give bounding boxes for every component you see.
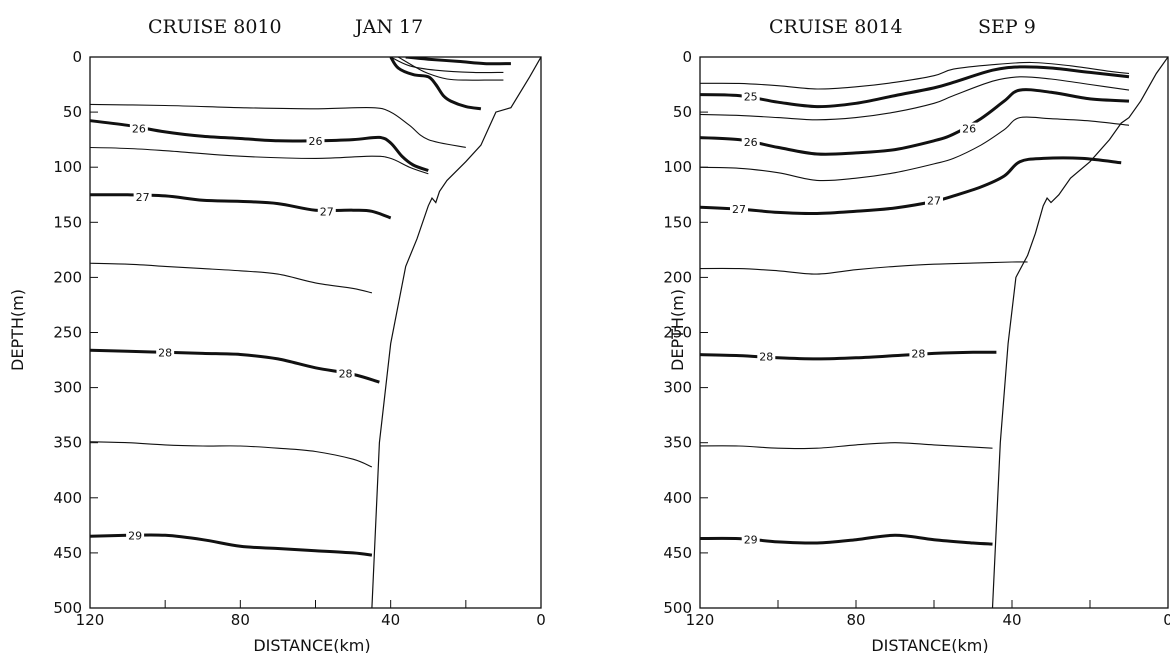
- left-y-tick-label: 200: [53, 268, 82, 286]
- left-panel: CRUISE 8010 JAN 17 DISTANCE(km) DEPTH(m)…: [8, 16, 546, 653]
- right-contour-label-bg: [741, 533, 760, 546]
- left-shelf-isopycnal: [390, 57, 504, 74]
- right-y-tick-label: 0: [682, 48, 692, 66]
- right-isopycnal-27-5: [700, 261, 1028, 275]
- right-y-tick-label: 400: [663, 489, 692, 507]
- left-contour-label: 27: [320, 205, 334, 218]
- left-isopycnal-28-5: [90, 441, 373, 468]
- right-x-tick-label: 0: [1163, 611, 1170, 629]
- left-contour-label-bg: [336, 367, 355, 380]
- right-contour-label-bg: [960, 122, 979, 135]
- right-contour-label-bg: [925, 194, 943, 207]
- left-x-tick-label: 40: [381, 611, 400, 629]
- left-y-tick-label: 450: [53, 544, 82, 562]
- left-contour-label: 29: [128, 529, 142, 542]
- right-y-tick-label: 200: [663, 268, 692, 286]
- left-contour-label: 26: [309, 135, 323, 148]
- left-y-axis-label: DEPTH(m): [8, 289, 27, 371]
- right-y-tick-label: 450: [663, 544, 692, 562]
- right-isopycnal-26: [700, 88, 1130, 156]
- left-isopycnal-29: [90, 533, 373, 557]
- left-y-tick-label: 100: [53, 158, 82, 176]
- left-contour-label: 28: [158, 346, 172, 359]
- right-isopycnal-25-5: [700, 76, 1130, 121]
- left-isopycnal-25-5: [90, 103, 466, 148]
- right-contour-label: 26: [962, 123, 976, 136]
- right-contour-label: 27: [927, 194, 941, 207]
- left-x-tick-label: 120: [76, 611, 105, 629]
- right-isopycnal-28-5: [700, 442, 993, 450]
- right-plot-area: 25 26 26 27 27 28 28 29: [700, 57, 1168, 608]
- right-x-tick-label: 40: [1002, 611, 1021, 629]
- right-y-tick-label: 150: [663, 213, 692, 231]
- left-isopycnal-28: [90, 348, 380, 384]
- right-contour-label: 28: [759, 351, 773, 364]
- left-contour-label-bg: [306, 134, 325, 147]
- right-y-tick-label: 50: [673, 103, 692, 121]
- left-x-tick-label: 0: [536, 611, 546, 629]
- left-contour-label-bg: [129, 122, 148, 135]
- left-x-axis-label: DISTANCE(km): [253, 636, 370, 653]
- left-y-tick-label: 50: [63, 103, 82, 121]
- right-y-tick-label: 250: [663, 324, 692, 342]
- right-x-tick-label: 80: [846, 611, 865, 629]
- left-contour-label: 26: [132, 123, 146, 136]
- right-x-axis-label: DISTANCE(km): [871, 636, 988, 653]
- right-contour-label: 26: [744, 136, 758, 149]
- right-contour-label: 27: [732, 203, 746, 216]
- left-isopycnal-27-5: [90, 262, 373, 294]
- right-x-tick-label: 120: [686, 611, 715, 629]
- right-isopycnal-27: [700, 156, 1122, 216]
- left-title-date: JAN 17: [353, 16, 423, 38]
- right-y-tick-label: 350: [663, 434, 692, 452]
- right-contour-label-bg: [741, 135, 760, 148]
- right-isopycnal-28: [700, 350, 997, 361]
- right-isopycnal-25: [700, 65, 1130, 109]
- right-y-tick-label: 500: [663, 599, 692, 617]
- right-bottom-profile: [991, 57, 1168, 608]
- right-isopycnal-24-5: [700, 61, 1130, 90]
- right-panel: CRUISE 8014 SEP 9 DISTANCE(km) DEPTH(m) …: [663, 16, 1170, 653]
- right-contour-label: 25: [744, 91, 758, 104]
- left-contour-label-bg: [156, 346, 175, 359]
- left-x-tick-label: 80: [231, 611, 250, 629]
- left-y-tick-label: 150: [53, 213, 82, 231]
- right-isopycnal-29: [700, 533, 993, 546]
- left-y-tick-label: 250: [53, 324, 82, 342]
- right-isopycnal-26-5: [700, 116, 1130, 182]
- right-y-tick-label: 300: [663, 379, 692, 397]
- right-contour-label: 28: [911, 347, 925, 360]
- right-title-cruise: CRUISE 8014: [769, 16, 903, 38]
- left-contour-label: 27: [136, 191, 150, 204]
- right-contour-label-bg: [730, 203, 748, 216]
- right-y-tick-label: 100: [663, 158, 692, 176]
- left-y-tick-label: 400: [53, 489, 82, 507]
- left-y-tick-label: 0: [72, 48, 82, 66]
- left-contour-label: 28: [339, 367, 353, 380]
- right-contour-label-bg: [909, 347, 928, 360]
- left-shelf-isopycnal: [397, 57, 504, 81]
- right-title-date: SEP 9: [978, 16, 1036, 38]
- right-contour-label: 29: [744, 534, 758, 547]
- left-y-tick-label: 350: [53, 434, 82, 452]
- left-contour-label-bg: [126, 529, 145, 542]
- left-contour-label-bg: [317, 205, 336, 218]
- left-contour-label-bg: [133, 190, 152, 203]
- left-title-cruise: CRUISE 8010: [148, 16, 282, 38]
- right-y-axis-label: DEPTH(m): [668, 289, 687, 371]
- right-contour-label-bg: [741, 90, 760, 103]
- left-plot-area: 26 26 27 27 28 28 29: [90, 57, 541, 608]
- right-contour-label-bg: [757, 350, 776, 363]
- left-bottom-profile: [371, 57, 541, 608]
- left-isopycnal-27: [90, 193, 392, 220]
- left-y-tick-label: 500: [53, 599, 82, 617]
- left-y-tick-label: 300: [53, 379, 82, 397]
- left-shelf-isopycnal: [389, 57, 482, 111]
- left-shelf-isopycnal: [405, 57, 511, 66]
- left-isopycnal-26-5: [90, 146, 429, 175]
